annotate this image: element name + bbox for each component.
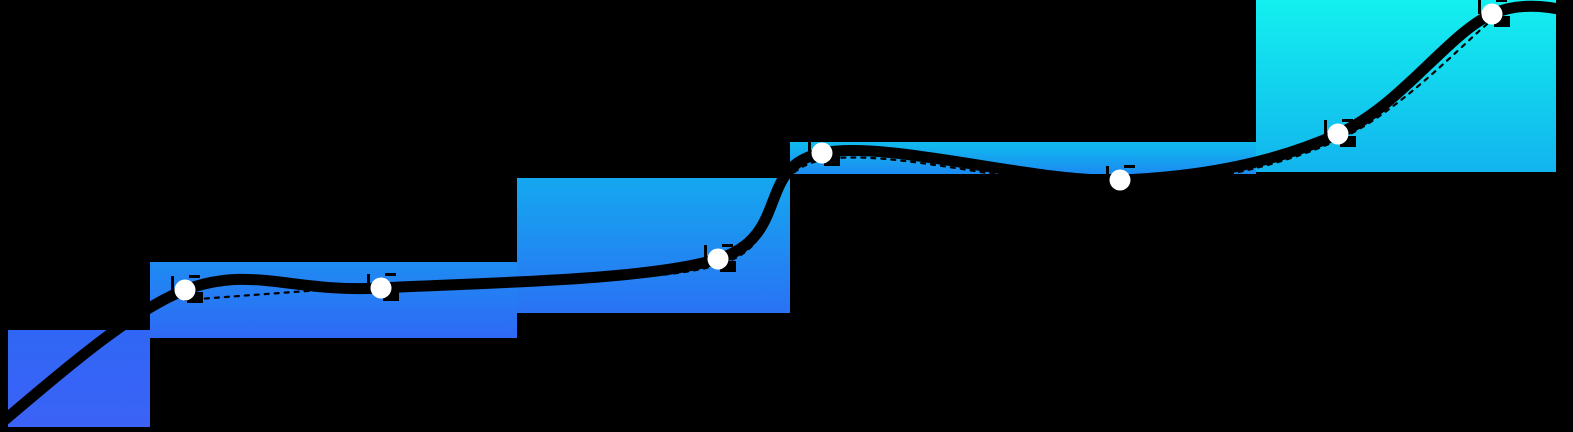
point-value-label [720,261,736,272]
point-tick-left [704,245,707,259]
point-tick-left [808,139,811,153]
point-tick-left [1106,166,1109,180]
point-tick-top [1124,165,1135,168]
marker-circle[interactable] [1481,3,1503,25]
marker-circle[interactable] [707,248,729,270]
data-point-3[interactable] [704,244,736,272]
point-value-label [1494,16,1510,27]
point-tick-top [385,273,396,276]
data-point-6[interactable] [1324,119,1356,147]
data-point-4[interactable] [808,138,840,166]
point-tick-left [1324,120,1327,134]
point-tick-top [189,275,200,278]
point-tick-left [367,274,370,288]
point-value-label [383,290,399,301]
point-tick-top [722,244,733,247]
point-value-label [824,155,840,166]
point-tick-left [1478,0,1481,14]
data-point-7[interactable] [1478,0,1510,27]
bar-2[interactable] [150,262,517,338]
marker-circle[interactable] [811,142,833,164]
marker-circle[interactable] [174,279,196,301]
point-value-label [187,292,203,303]
point-tick-top [1342,119,1353,122]
bar-1[interactable] [8,330,150,427]
point-tick-top [1496,0,1507,2]
point-tick-top [826,138,837,141]
point-value-label [1340,136,1356,147]
marker-circle[interactable] [1109,169,1131,191]
data-point-markers[interactable] [171,0,1510,303]
marker-circle[interactable] [1327,123,1349,145]
data-point-1[interactable] [171,275,203,303]
point-tick-left [171,276,174,290]
point-value-label [1122,182,1138,193]
data-point-5[interactable] [1106,165,1138,193]
data-point-2[interactable] [367,273,399,301]
marker-circle[interactable] [370,277,392,299]
